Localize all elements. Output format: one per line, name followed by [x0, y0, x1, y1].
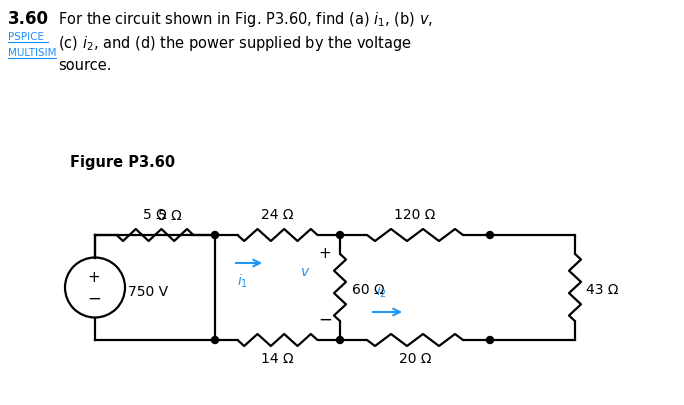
- Text: +: +: [88, 270, 101, 285]
- Text: $v$: $v$: [300, 266, 310, 279]
- Text: 43 Ω: 43 Ω: [586, 283, 618, 296]
- Text: +: +: [319, 245, 331, 260]
- Circle shape: [337, 232, 343, 239]
- Text: (c) $i_2$, and (d) the power supplied by the voltage: (c) $i_2$, and (d) the power supplied by…: [58, 34, 412, 53]
- Text: $i_2$: $i_2$: [376, 283, 388, 300]
- Text: 5 Ω: 5 Ω: [158, 209, 182, 223]
- Circle shape: [486, 337, 493, 343]
- Circle shape: [211, 232, 218, 239]
- Text: $i_1$: $i_1$: [237, 273, 248, 290]
- Text: 60 Ω: 60 Ω: [352, 283, 384, 296]
- Text: 20 Ω: 20 Ω: [399, 352, 431, 366]
- Text: 120 Ω: 120 Ω: [394, 208, 436, 222]
- Circle shape: [486, 232, 493, 239]
- Text: 5 Ω: 5 Ω: [143, 208, 167, 222]
- Text: 3.60: 3.60: [8, 10, 49, 28]
- Text: −: −: [318, 311, 332, 329]
- Circle shape: [211, 337, 218, 343]
- Text: 750 V: 750 V: [128, 286, 168, 300]
- Text: source.: source.: [58, 58, 111, 73]
- Text: Figure P3.60: Figure P3.60: [70, 155, 175, 170]
- Text: For the circuit shown in Fig. P3.60, find (a) $i_1$, (b) $v$,: For the circuit shown in Fig. P3.60, fin…: [58, 10, 433, 29]
- Text: PSPICE: PSPICE: [8, 32, 44, 42]
- Text: 14 Ω: 14 Ω: [261, 352, 294, 366]
- Text: 24 Ω: 24 Ω: [261, 208, 293, 222]
- Circle shape: [337, 337, 343, 343]
- Text: −: −: [87, 290, 101, 307]
- Text: MULTISIM: MULTISIM: [8, 48, 57, 58]
